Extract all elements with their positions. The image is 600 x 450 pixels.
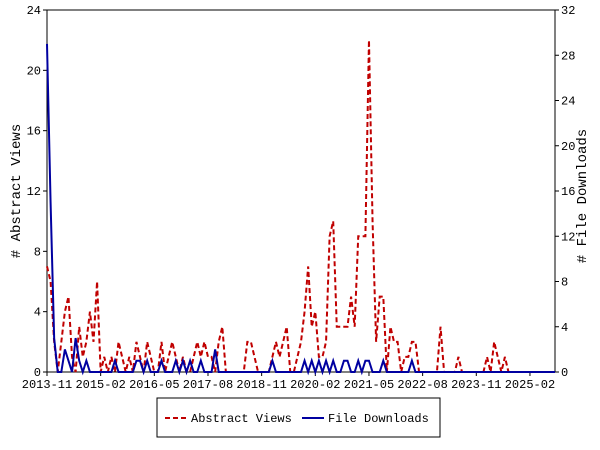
y2-tick-label: 20 — [561, 140, 575, 154]
x-tick-label: 2018-11 — [236, 378, 286, 392]
x-tick-label: 2015-02 — [75, 378, 125, 392]
y-axis-label: # Abstract Views — [9, 124, 25, 258]
plot-frame — [46, 9, 556, 373]
series-line — [46, 40, 555, 373]
y-tick-label: 16 — [27, 125, 41, 139]
x-tick-label: 2022-08 — [397, 378, 447, 392]
y-tick-label: 0 — [34, 366, 41, 380]
y2-tick-label: 32 — [561, 4, 575, 18]
y2-tick-label: 24 — [561, 95, 575, 109]
y2-tick-label: 8 — [561, 276, 568, 290]
legend — [156, 397, 441, 438]
y-tick-label: 24 — [27, 4, 41, 18]
x-tick-label: 2013-11 — [22, 378, 72, 392]
y2-tick-label: 12 — [561, 230, 575, 244]
x-tick-label: 2021-05 — [344, 378, 394, 392]
y-tick-label: 8 — [34, 245, 41, 259]
x-tick-label: 2025-02 — [505, 378, 555, 392]
x-tick-label: 2017-08 — [183, 378, 233, 392]
y2-tick-label: 4 — [561, 321, 568, 335]
legend-label: Abstract Views — [191, 412, 292, 426]
y-tick-label: 4 — [34, 306, 41, 320]
y2-tick-label: 0 — [561, 366, 568, 380]
series-line — [46, 43, 555, 376]
y-tick-label: 12 — [27, 185, 41, 199]
y2-tick-label: 28 — [561, 49, 575, 63]
y-tick-label: 20 — [27, 64, 41, 78]
y2-axis-label: # File Downloads — [575, 129, 591, 263]
y2-tick-label: 16 — [561, 185, 575, 199]
x-tick-label: 2023-11 — [451, 378, 501, 392]
x-tick-label: 2020-02 — [290, 378, 340, 392]
legend-label: File Downloads — [328, 412, 429, 426]
x-tick-label: 2016-05 — [129, 378, 179, 392]
